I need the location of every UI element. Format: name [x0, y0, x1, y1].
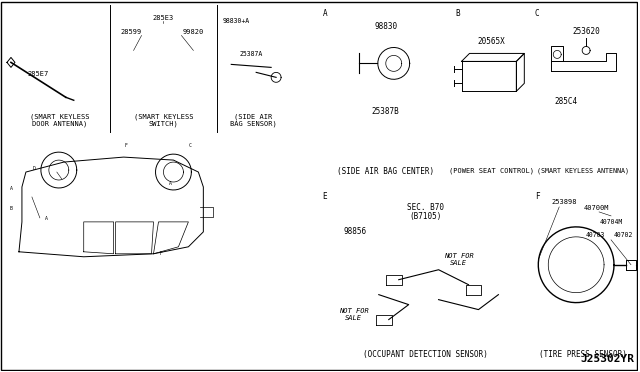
Text: 285C4: 285C4: [555, 97, 578, 106]
Text: 98856: 98856: [344, 227, 367, 236]
Text: (TIRE PRESS SENSOR): (TIRE PRESS SENSOR): [539, 350, 627, 359]
Polygon shape: [465, 285, 481, 295]
Text: 20565X: 20565X: [477, 37, 506, 46]
Text: 98830+A: 98830+A: [223, 17, 250, 23]
Text: (POWER SEAT CONTROL): (POWER SEAT CONTROL): [449, 168, 534, 174]
Bar: [7, 205, 15, 212]
Text: (B7105): (B7105): [410, 212, 442, 221]
Bar: [157, 60, 170, 73]
Bar: [2, 132, 216, 267]
Bar: [319, 188, 531, 369]
Bar: [339, 32, 424, 101]
Text: (SMART KEYLESS ANTENNA): (SMART KEYLESS ANTENNA): [537, 168, 629, 174]
Polygon shape: [551, 54, 616, 71]
Text: A: A: [10, 186, 12, 191]
Bar: [186, 142, 195, 149]
Text: NOT FOR
SALE: NOT FOR SALE: [444, 253, 474, 266]
Text: B: B: [10, 206, 12, 211]
Text: J25302YR: J25302YR: [580, 355, 634, 365]
Polygon shape: [626, 260, 636, 270]
Text: (SIDE AIR BAG CENTER): (SIDE AIR BAG CENTER): [337, 167, 435, 176]
Bar: [334, 222, 513, 340]
Text: (SMART KEYLESS
SWITCH): (SMART KEYLESS SWITCH): [134, 113, 193, 127]
Bar: [320, 10, 330, 17]
Bar: [30, 165, 38, 172]
Text: B: B: [455, 9, 460, 18]
Text: E: E: [323, 192, 327, 202]
Text: 25387A: 25387A: [239, 51, 263, 57]
Text: (SMART KEYLESS
DOOR ANTENNA): (SMART KEYLESS DOOR ANTENNA): [30, 113, 90, 127]
Bar: [532, 10, 542, 17]
Polygon shape: [376, 315, 392, 324]
Polygon shape: [516, 54, 524, 91]
Circle shape: [127, 26, 141, 39]
Polygon shape: [461, 61, 516, 91]
Bar: [42, 215, 50, 222]
Text: 285E3: 285E3: [153, 15, 174, 20]
Text: 40704M: 40704M: [600, 219, 623, 225]
Bar: [148, 45, 179, 57]
Bar: [319, 4, 452, 186]
Text: A: A: [44, 216, 47, 221]
Circle shape: [186, 26, 200, 39]
Text: 253898: 253898: [551, 199, 577, 205]
Text: NOT FOR
SALE: NOT FOR SALE: [339, 308, 369, 321]
Text: C: C: [535, 9, 540, 18]
Polygon shape: [386, 275, 402, 285]
Text: 40700M: 40700M: [583, 205, 609, 211]
Bar: [587, 216, 635, 240]
Bar: [320, 193, 330, 201]
Text: A: A: [169, 181, 172, 186]
Bar: [148, 31, 179, 42]
Bar: [531, 188, 636, 369]
Bar: [532, 193, 542, 201]
Text: D: D: [33, 166, 35, 171]
Text: F: F: [124, 143, 127, 148]
Polygon shape: [551, 46, 563, 61]
Text: A: A: [323, 9, 327, 18]
Bar: [122, 142, 129, 149]
Bar: [7, 185, 15, 192]
Text: (OCCUPANT DETECTION SENSOR): (OCCUPANT DETECTION SENSOR): [363, 350, 488, 359]
Text: C: C: [189, 143, 192, 148]
Text: 28599: 28599: [121, 29, 142, 35]
Text: 98830: 98830: [374, 22, 397, 31]
Bar: [452, 10, 463, 17]
Text: 285E7: 285E7: [28, 71, 49, 77]
Text: 40703: 40703: [586, 232, 605, 238]
Text: 25387B: 25387B: [372, 107, 399, 116]
Bar: [157, 250, 164, 257]
Bar: [452, 4, 531, 186]
Text: (SIDE AIR
BAG SENSOR): (SIDE AIR BAG SENSOR): [230, 113, 276, 127]
Text: 99820: 99820: [183, 29, 204, 35]
Bar: [223, 28, 283, 92]
FancyBboxPatch shape: [136, 20, 191, 80]
Text: 40702: 40702: [613, 232, 633, 238]
Text: SEC. B70: SEC. B70: [407, 203, 444, 212]
Bar: [166, 180, 175, 187]
Text: F: F: [535, 192, 540, 202]
Polygon shape: [461, 54, 524, 61]
Text: F: F: [159, 251, 162, 256]
Bar: [2, 4, 319, 132]
Bar: [531, 4, 636, 186]
Text: 253620: 253620: [572, 27, 600, 36]
